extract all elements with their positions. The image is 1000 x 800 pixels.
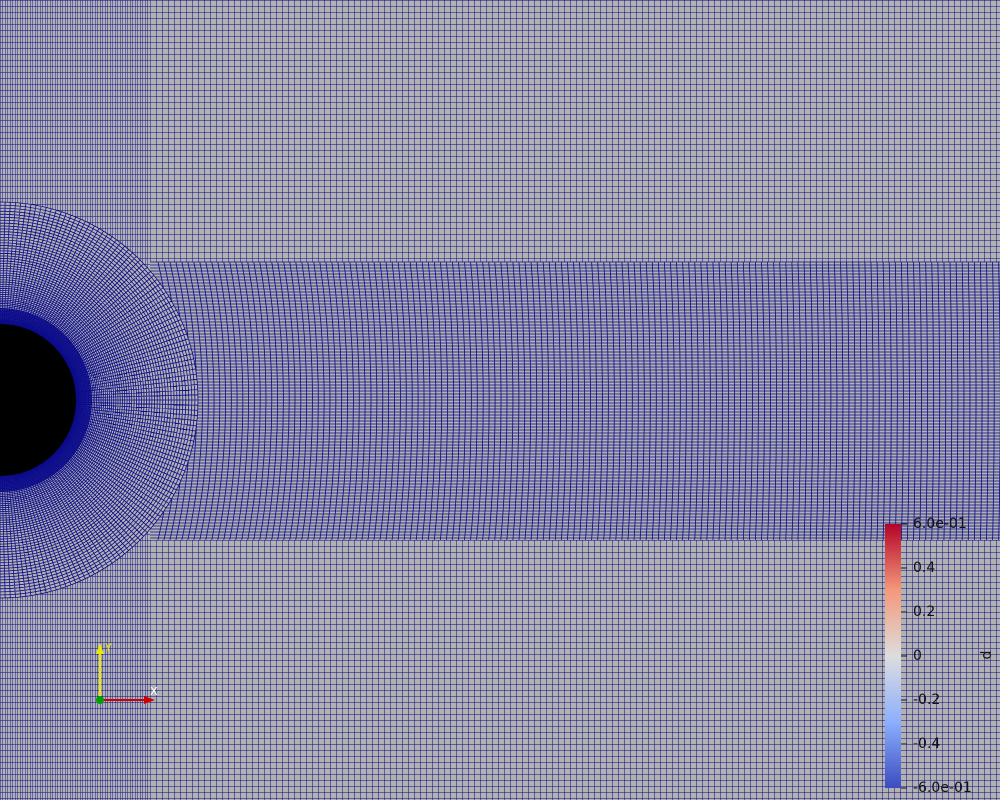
color-bar-tick-label: -0.2 — [913, 692, 940, 708]
color-bar — [885, 524, 901, 788]
x-arrowhead — [144, 696, 155, 704]
y-axis-label: Y — [104, 641, 112, 654]
color-bar-tick-label: 6.0e-01 — [913, 516, 967, 532]
cylinder — [0, 324, 76, 476]
y-arrowhead — [96, 643, 104, 654]
color-bar-tick-label: 0.2 — [913, 604, 935, 620]
wake-mesh — [150, 261, 1000, 541]
color-bar-tick-label: -6.0e-01 — [913, 780, 972, 796]
color-legend: p -6.0e-01 -0.4 -0.2 0 0.2 0.4 6.0e-01 — [885, 516, 995, 796]
z-axis-arrow — [96, 696, 104, 704]
wake-bg — [150, 262, 1000, 540]
x-axis-label: X — [150, 685, 158, 698]
color-bar-tick-label: -0.4 — [913, 736, 940, 752]
color-bar-tick-label: 0.4 — [913, 560, 935, 576]
color-bar-tick-label: 0 — [913, 648, 922, 664]
color-bar-title: p — [979, 651, 995, 660]
axes-triad: Y X — [96, 641, 158, 704]
mesh-refined — [0, 201, 1000, 599]
